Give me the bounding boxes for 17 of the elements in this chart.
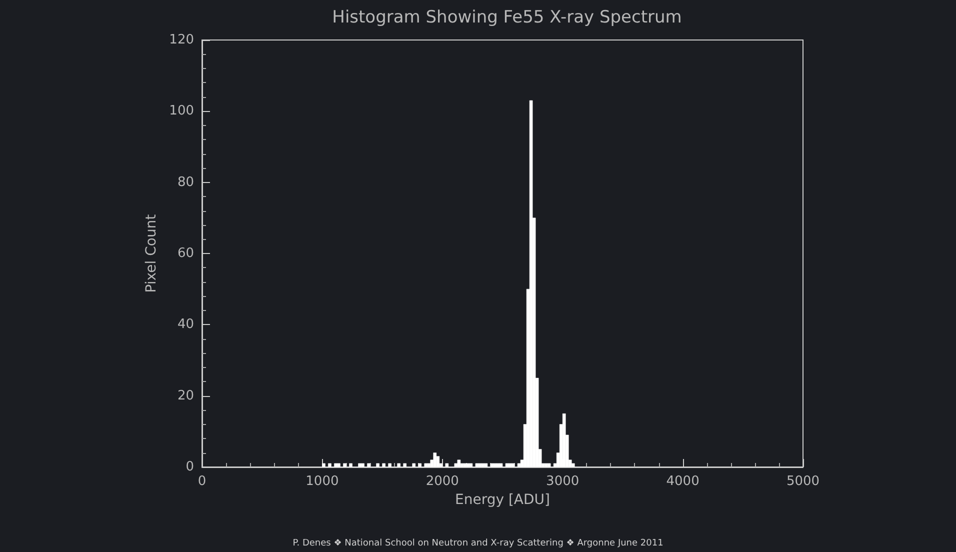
x-tick-label: 2000 (426, 474, 459, 489)
x-tick-label: 5000 (786, 474, 820, 489)
x-tick-label: 0 (198, 474, 206, 489)
y-tick-label: 100 (169, 104, 194, 119)
x-tick-label: 4000 (666, 474, 700, 489)
chart-title: Histogram Showing Fe55 X-ray Spectrum (332, 8, 682, 28)
x-tick-label: 1000 (306, 474, 339, 489)
y-tick-label: 60 (177, 246, 194, 261)
y-axis-title: Pixel Count (143, 214, 160, 293)
y-tick-label: 40 (177, 317, 194, 332)
x-tick-label: 3000 (546, 474, 580, 489)
x-axis-title: Energy [ADU] (455, 492, 550, 508)
text: P. Denes ❖ National School on Neutron and X-ray Scattering ❖ Argonne June 2011 (292, 538, 664, 548)
y-tick-label: 120 (169, 32, 194, 48)
y-tick-label: 80 (177, 174, 194, 190)
y-tick-label: 0 (186, 460, 194, 474)
y-tick-label: 20 (177, 388, 194, 404)
